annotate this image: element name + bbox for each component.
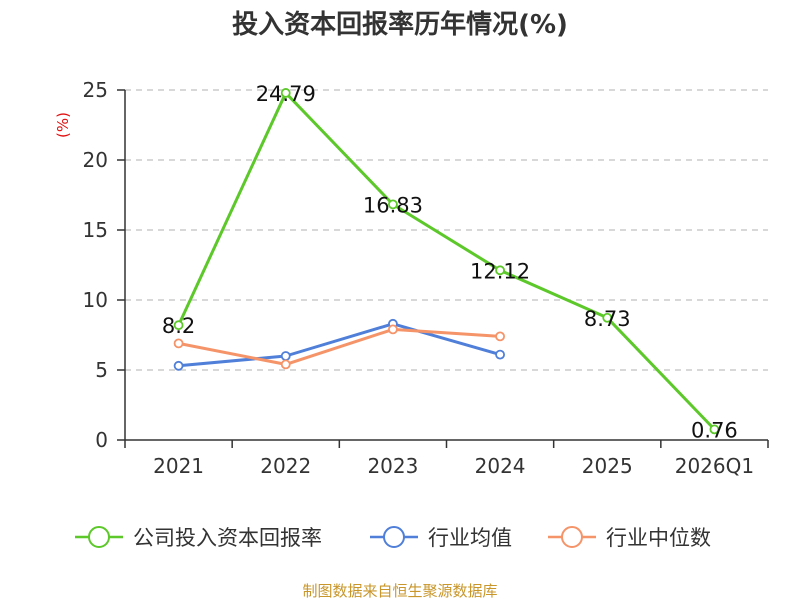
data-point (173, 338, 184, 349)
legend-label: 行业均值 (428, 526, 512, 550)
data-point (602, 312, 613, 323)
source-note: 制图数据来自恒生聚源数据库 (302, 582, 497, 600)
data-point (173, 360, 184, 371)
data-point (495, 331, 505, 342)
data-label: 16.83 (363, 193, 423, 217)
x-tick-label: 2024 (475, 454, 526, 478)
x-tick-label: 2026Q1 (675, 454, 754, 478)
legend-label: 行业中位数 (606, 526, 711, 550)
data-point (495, 349, 505, 360)
y-tick-label: 0 (95, 428, 108, 452)
data-point (388, 199, 398, 210)
legend[interactable]: 公司投入资本回报率 行业均值 行业中位数 (75, 526, 711, 550)
y-tick-label: 25 (83, 78, 108, 102)
series-line-1 (178, 322, 501, 368)
data-label: 0.76 (691, 418, 738, 442)
data-point (388, 324, 398, 335)
x-tick-label: 2022 (260, 454, 311, 478)
x-tick-label: 2025 (582, 454, 633, 478)
series-group (173, 88, 720, 435)
y-tick-label: 15 (83, 218, 108, 242)
x-tick-label: 2021 (153, 454, 204, 478)
data-label: 8.73 (584, 307, 631, 331)
legend-marker-icon (383, 526, 405, 548)
series-line-2 (178, 327, 501, 366)
grid-lines (125, 89, 768, 371)
data-point (280, 359, 291, 370)
y-tick-label: 20 (83, 148, 108, 172)
data-point (495, 265, 505, 276)
data-point (709, 424, 720, 435)
data-point (280, 351, 291, 361)
x-tick-label: 2023 (367, 454, 418, 478)
data-point (173, 320, 184, 331)
data-point (280, 88, 291, 98)
chart-title: 投入资本回报率历年情况(%) (232, 9, 568, 40)
legend-marker-icon (561, 526, 583, 548)
data-labels: 8.2 24.79 16.83 12.12 8.73 0.76 (162, 82, 738, 442)
y-axis-unit: (%) (54, 112, 72, 138)
y-tick-label: 10 (83, 288, 108, 312)
data-label: 8.2 (162, 314, 195, 338)
legend-marker-icon (88, 526, 110, 548)
y-tick-label: 5 (95, 358, 108, 382)
data-label: 24.79 (256, 82, 316, 106)
legend-label: 公司投入资本回报率 (133, 526, 322, 550)
series-line-0 (177, 91, 716, 431)
data-label: 12.12 (470, 259, 530, 283)
